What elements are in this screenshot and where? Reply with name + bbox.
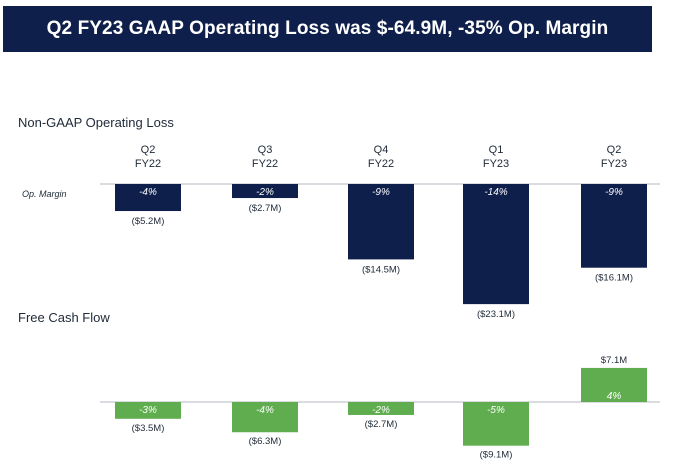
fcf-bar: [348, 402, 414, 415]
opex-bar: [115, 184, 181, 212]
opex-margin-label: -14%: [484, 187, 507, 198]
period-label-line1: Q2: [607, 144, 622, 156]
opex-margin-label: -9%: [372, 187, 390, 198]
opex-bar: [232, 184, 298, 199]
opex-bar: [348, 184, 414, 260]
opex-chart-title: Non-GAAP Operating Loss: [18, 115, 174, 130]
period-label-line2: FY23: [483, 158, 509, 170]
period-label-line1: Q3: [258, 144, 273, 156]
period-label-line1: Q4: [374, 144, 389, 156]
opex-value-label: ($23.1M): [477, 309, 515, 320]
opex-value-label: ($2.7M): [249, 203, 282, 214]
opex-margin-label: -9%: [605, 187, 623, 198]
period-label-line2: FY23: [601, 158, 627, 170]
fcf-bar: [115, 402, 181, 419]
fcf-value-label: ($6.3M): [249, 436, 282, 447]
opex-value-label: ($14.5M): [362, 264, 400, 275]
page-title: Q2 FY23 GAAP Operating Loss was $-64.9M,…: [46, 18, 609, 39]
fcf-margin-label: -4%: [256, 405, 274, 416]
opex-value-label: ($16.1M): [595, 273, 633, 284]
period-label-line2: FY22: [135, 158, 161, 170]
fcf-value-label: ($2.7M): [365, 419, 398, 430]
op-margin-row-label: Op. Margin: [22, 189, 67, 199]
opex-margin-label: -4%: [139, 187, 157, 198]
fcf-margin-label: -3%: [139, 405, 157, 416]
fcf-margin-label: -5%: [487, 405, 505, 416]
fcf-margin-label: -2%: [372, 405, 390, 416]
opex-bar: [581, 184, 647, 268]
fcf-chart-title: Free Cash Flow: [18, 310, 110, 325]
fcf-bar: [232, 402, 298, 433]
opex-bar: [463, 184, 529, 305]
fcf-margin-label: 4%: [607, 391, 622, 402]
title-banner: Q2 FY23 GAAP Operating Loss was $-64.9M,…: [3, 6, 652, 52]
fcf-value-label: ($9.1M): [480, 450, 513, 461]
period-label-line1: Q1: [489, 144, 504, 156]
opex-value-label: ($5.2M): [132, 216, 165, 227]
period-label-line1: Q2: [141, 144, 156, 156]
fcf-bar: [463, 402, 529, 446]
fcf-value-label: ($3.5M): [132, 423, 165, 434]
opex-margin-label: -2%: [256, 187, 274, 198]
period-label-line2: FY22: [252, 158, 278, 170]
fcf-value-label: $7.1M: [601, 355, 627, 366]
period-label-line2: FY22: [368, 158, 394, 170]
fcf-bar: [581, 367, 647, 402]
